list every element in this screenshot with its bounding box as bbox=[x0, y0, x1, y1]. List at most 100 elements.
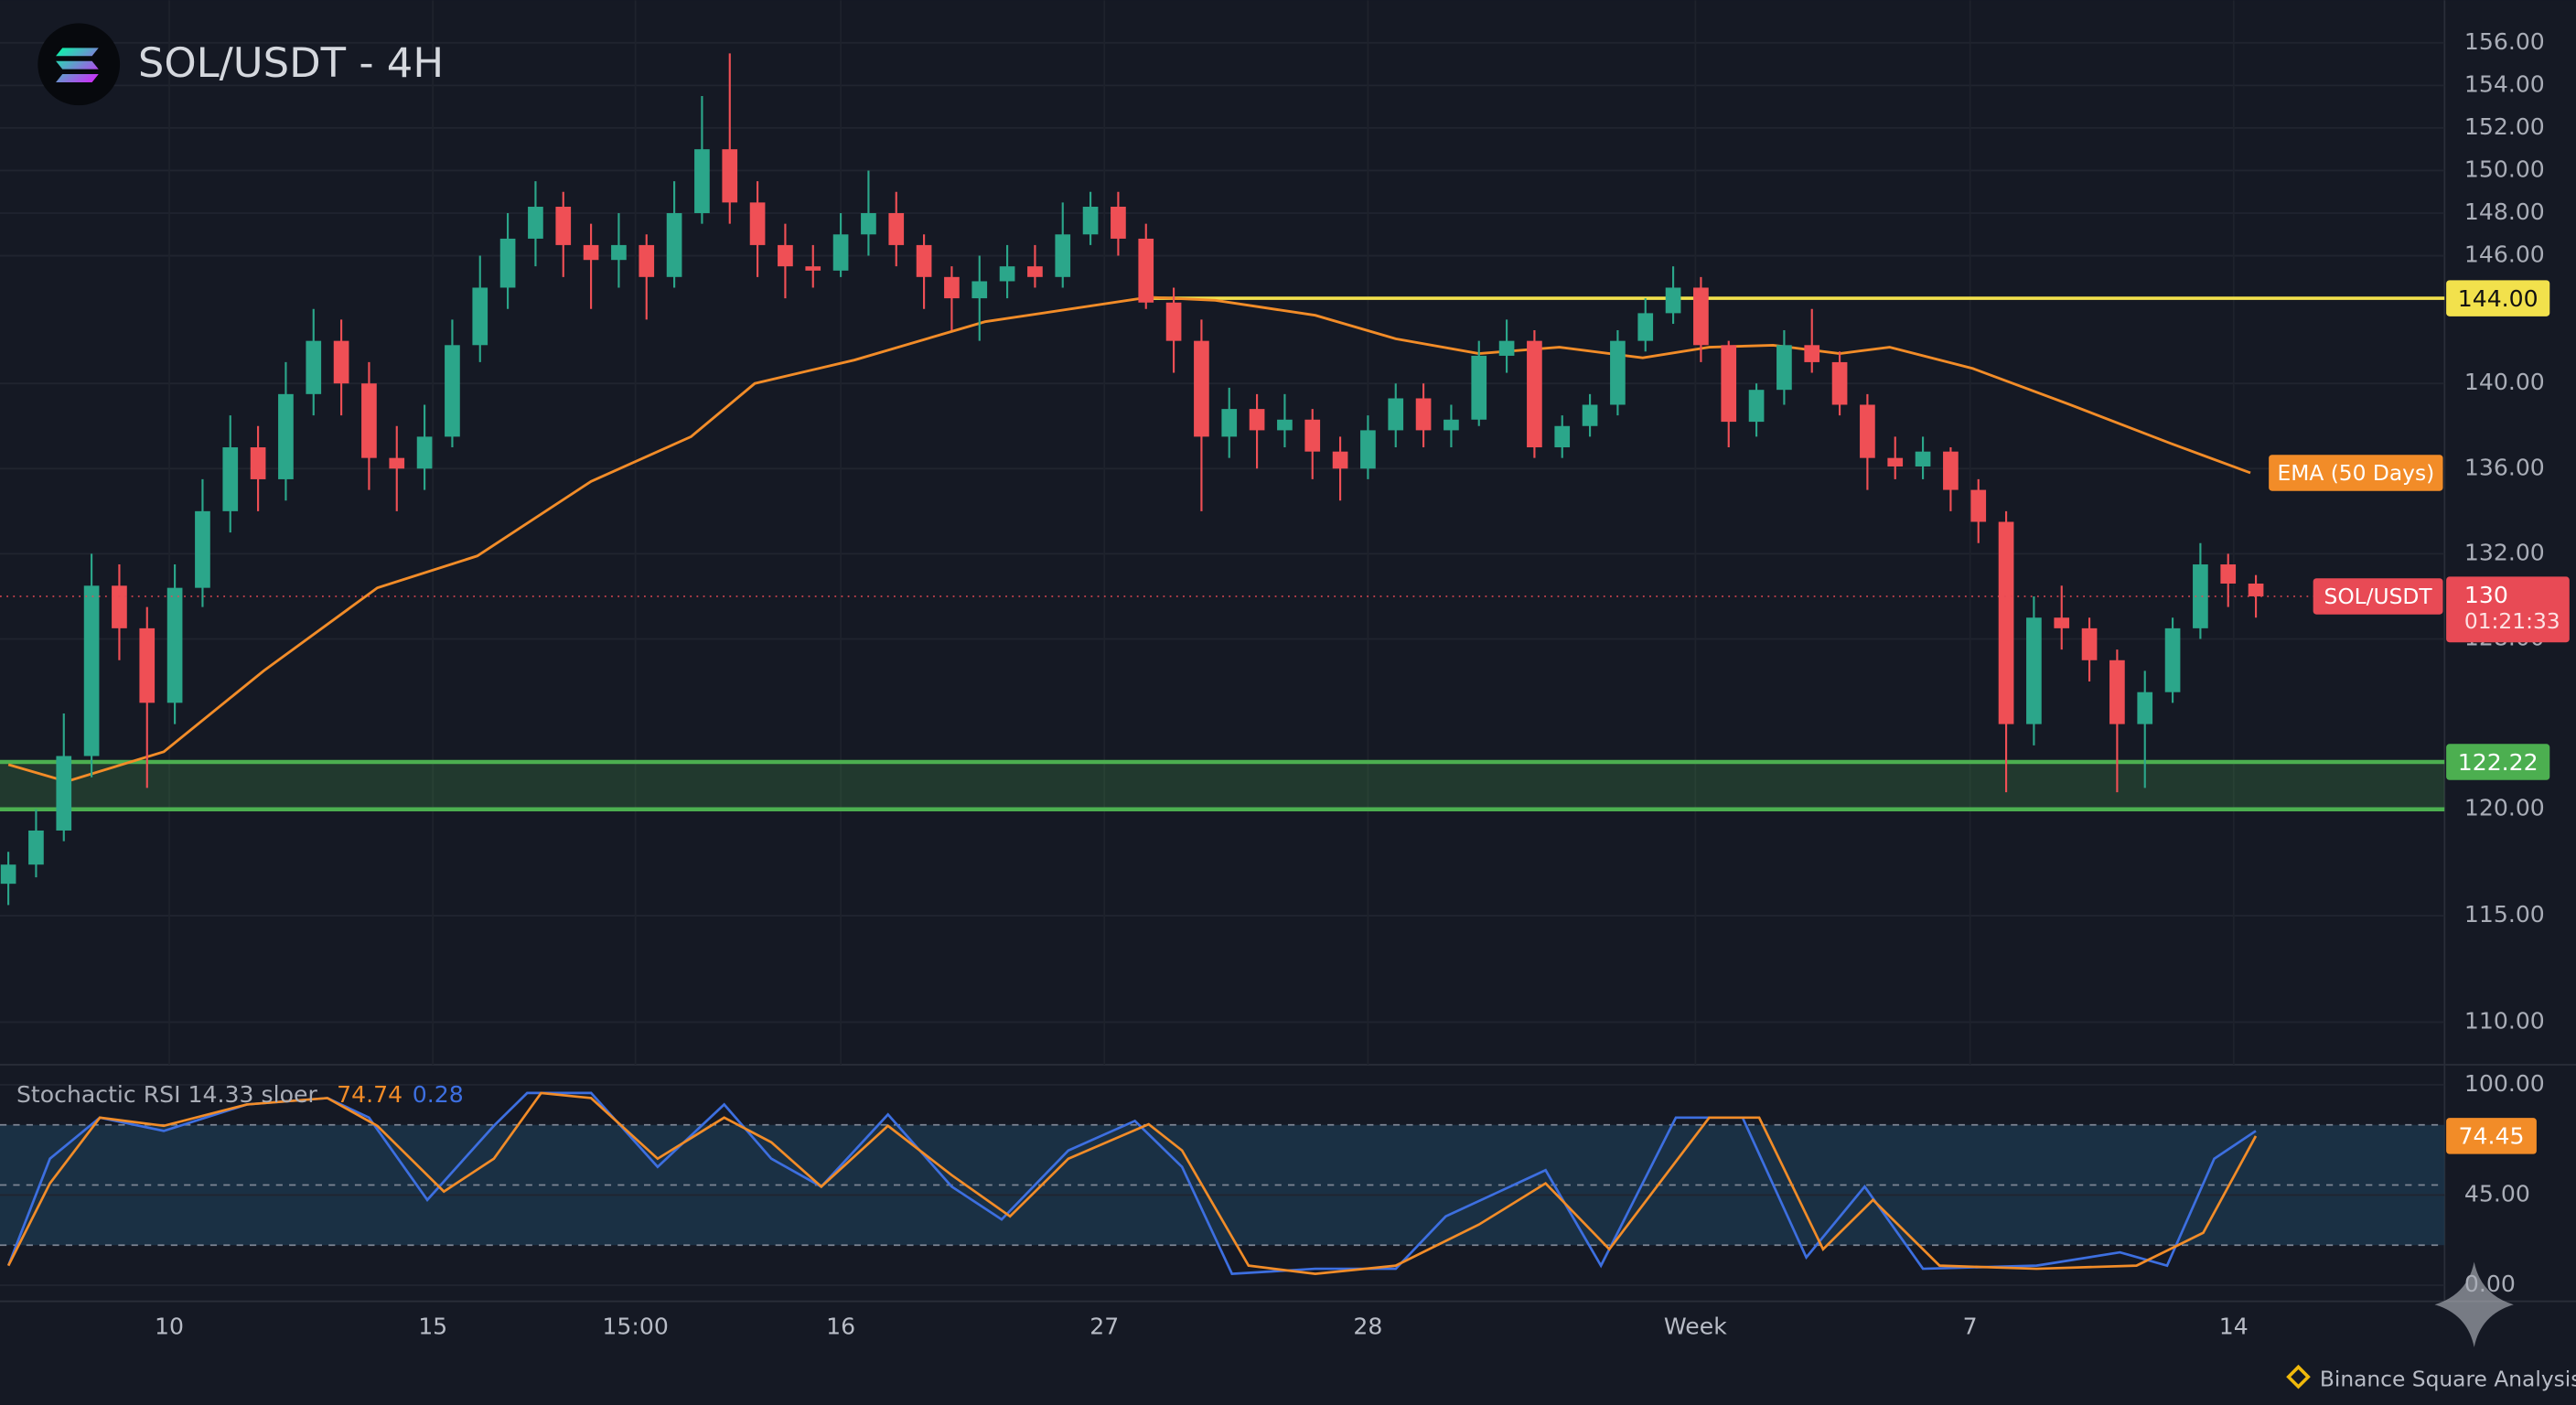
candle-body bbox=[1194, 340, 1209, 437]
x-tick-label: 7 bbox=[1963, 1313, 1978, 1339]
candle-body bbox=[999, 266, 1015, 282]
candle-body bbox=[749, 202, 766, 245]
indicator-readout: 0.28 bbox=[413, 1081, 464, 1108]
candle-body bbox=[195, 510, 210, 588]
candle-body bbox=[416, 436, 433, 469]
candle-body bbox=[1665, 287, 1681, 314]
y-tick-label: 154.00 bbox=[2464, 70, 2545, 97]
candle-body bbox=[0, 864, 16, 885]
ema-label: EMA (50 Days) bbox=[2277, 460, 2434, 486]
candle-body bbox=[1082, 207, 1099, 235]
candle-body bbox=[472, 287, 488, 346]
candle-body bbox=[1554, 425, 1571, 448]
support-label-box bbox=[2446, 744, 2550, 780]
y-tick-label: 0.00 bbox=[2464, 1271, 2516, 1297]
candle-body bbox=[2193, 564, 2208, 628]
y-tick-label: 152.00 bbox=[2464, 113, 2545, 140]
candle-body bbox=[278, 393, 294, 479]
last-price-name-box bbox=[2313, 578, 2443, 615]
y-tick-label: 100.00 bbox=[2464, 1070, 2545, 1097]
watermark-icon bbox=[2286, 1364, 2311, 1389]
candle-body bbox=[1804, 345, 1820, 362]
ema-label-box bbox=[2269, 455, 2443, 491]
candle-body bbox=[389, 457, 405, 469]
watermark: Binance Square Analysis bbox=[2320, 1366, 2576, 1391]
candle-body bbox=[1111, 207, 1126, 239]
stoch-line bbox=[6, 1091, 2258, 1275]
candle-body bbox=[28, 830, 44, 865]
candle-body bbox=[2109, 660, 2125, 724]
x-tick-label: 14 bbox=[2219, 1313, 2249, 1339]
logo bbox=[38, 23, 121, 106]
candle-body bbox=[112, 585, 127, 628]
candle-body bbox=[1498, 340, 1515, 356]
candle-body bbox=[2220, 564, 2237, 584]
x-tick-label: 28 bbox=[1353, 1313, 1382, 1339]
candle-body bbox=[1055, 234, 1071, 277]
candle-body bbox=[1610, 340, 1626, 405]
candle-body bbox=[778, 244, 793, 267]
candle-body bbox=[1388, 398, 1404, 431]
ema-line bbox=[7, 295, 2251, 783]
resistance-label: 144.00 bbox=[2458, 285, 2538, 312]
candle-body bbox=[1360, 430, 1376, 469]
resistance-label-box bbox=[2446, 280, 2550, 316]
candle-body bbox=[1527, 340, 1542, 448]
y-tick-label: 148.00 bbox=[2464, 198, 2545, 225]
candle-body bbox=[306, 340, 322, 394]
candle-body bbox=[499, 238, 516, 288]
countdown: 01:21:33 bbox=[2464, 608, 2560, 634]
candle-body bbox=[971, 281, 988, 299]
candle-body bbox=[2081, 627, 2098, 660]
y-tick-label: 136.00 bbox=[2464, 454, 2545, 480]
stoch-line bbox=[6, 1091, 2257, 1276]
candle-body bbox=[832, 234, 849, 271]
x-tick-label: 15 bbox=[418, 1313, 447, 1339]
candle-body bbox=[888, 212, 905, 245]
candle-body bbox=[1332, 451, 1348, 469]
support-zone bbox=[0, 762, 2445, 810]
candle-body bbox=[1721, 345, 1737, 423]
candle-body bbox=[1860, 404, 1875, 458]
candle-body bbox=[445, 345, 460, 437]
candle-body bbox=[2137, 692, 2153, 724]
candle-body bbox=[1887, 457, 1904, 467]
candle-body bbox=[139, 627, 156, 703]
y-tick-label: 140.00 bbox=[2464, 369, 2545, 395]
y-tick-label: 146.00 bbox=[2464, 241, 2545, 268]
last-price-box bbox=[2446, 576, 2570, 643]
candle-body bbox=[1277, 419, 1293, 431]
x-tick-label: 15:00 bbox=[602, 1313, 668, 1339]
candle-body bbox=[1415, 398, 1432, 431]
support-label: 122.22 bbox=[2458, 749, 2538, 776]
candle-body bbox=[1831, 361, 1848, 405]
indicator-title: Stochactic RSI 14.33 bbox=[16, 1081, 253, 1108]
candle-body bbox=[1444, 419, 1459, 431]
y-tick-label: 156.00 bbox=[2464, 28, 2545, 55]
y-tick-label: 132.00 bbox=[2464, 539, 2545, 565]
candle-body bbox=[2164, 627, 2181, 692]
candle-body bbox=[1165, 302, 1182, 341]
candle-body bbox=[555, 207, 572, 245]
candle-body bbox=[333, 340, 349, 384]
candle-body bbox=[944, 276, 960, 299]
candle-body bbox=[1693, 287, 1709, 346]
candle-body bbox=[1748, 390, 1765, 423]
indicator-value-label-box bbox=[2446, 1118, 2537, 1154]
indicator-value-label: 74.45 bbox=[2459, 1123, 2525, 1150]
candle-body bbox=[666, 212, 682, 277]
indicator-subtitle: sloer bbox=[262, 1081, 318, 1108]
candle-body bbox=[861, 212, 876, 235]
x-tick-label: 10 bbox=[155, 1313, 184, 1339]
candle-body bbox=[805, 266, 821, 271]
plot-area bbox=[0, 41, 2445, 1286]
y-tick-label: 120.00 bbox=[2464, 795, 2545, 821]
last-price-value: 130 bbox=[2464, 582, 2508, 608]
indicator-readout: 74.74 bbox=[337, 1081, 402, 1108]
x-tick-label: 27 bbox=[1089, 1313, 1119, 1339]
chart-title: SOL/USDT - 4H bbox=[138, 38, 444, 87]
candle-body bbox=[583, 244, 599, 261]
x-tick-label: 16 bbox=[826, 1313, 855, 1339]
candle-body bbox=[1471, 355, 1487, 420]
